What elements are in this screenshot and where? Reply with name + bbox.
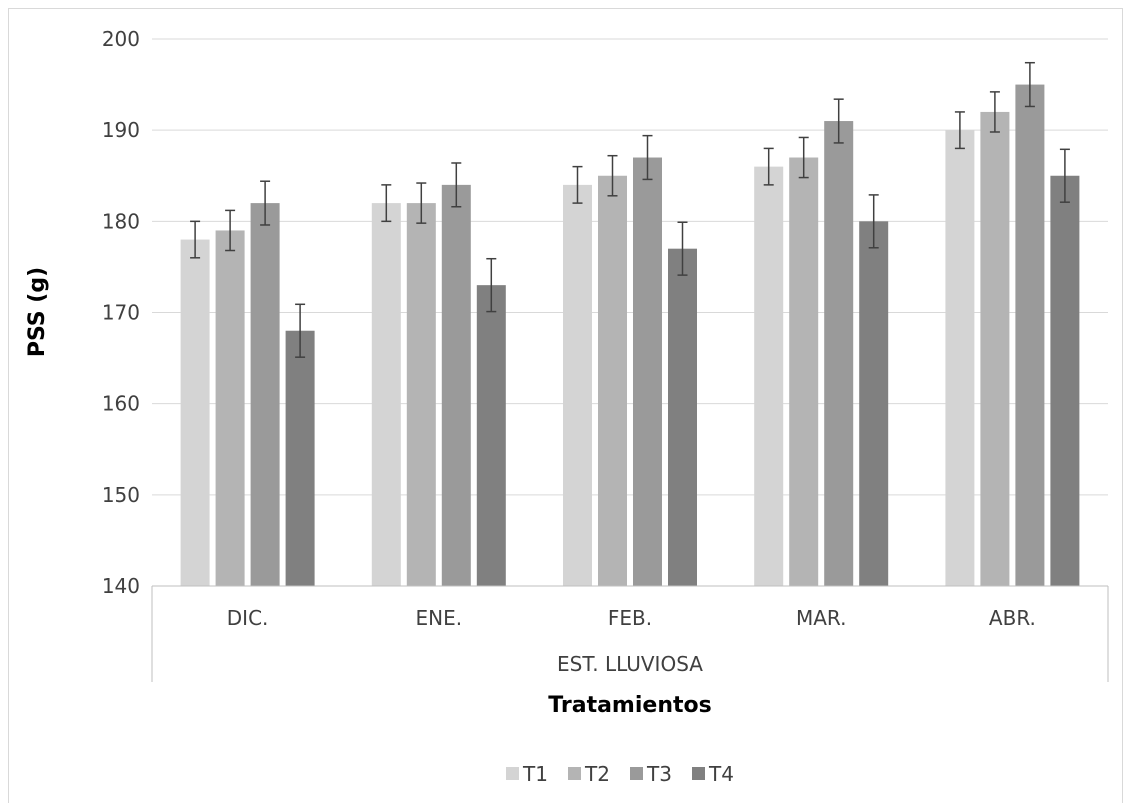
bar bbox=[563, 184, 592, 586]
bar bbox=[476, 285, 506, 586]
bar bbox=[789, 157, 819, 586]
bar bbox=[1015, 84, 1045, 586]
bar bbox=[824, 121, 854, 587]
bar bbox=[859, 221, 889, 587]
x-tick-label: ENE. bbox=[416, 606, 463, 630]
bar bbox=[441, 184, 471, 586]
bar bbox=[215, 230, 245, 586]
x-tick-label: DIC. bbox=[227, 606, 269, 630]
y-tick-label: 150 bbox=[102, 483, 140, 507]
bar bbox=[633, 157, 662, 586]
bar bbox=[945, 130, 975, 586]
x-tick-label: FEB. bbox=[608, 606, 652, 630]
axes: 140 150 160 170 180 190 200 DIC. ENE. FEB. MAR. ABR… bbox=[102, 27, 1109, 682]
x-tick-label: ABR. bbox=[989, 606, 1036, 630]
legend-label: T2 bbox=[584, 762, 610, 786]
y-tick-label: 160 bbox=[102, 392, 140, 416]
legend-swatch bbox=[568, 767, 581, 780]
bar bbox=[250, 203, 280, 586]
bar bbox=[180, 239, 210, 587]
bar bbox=[980, 111, 1010, 586]
bar bbox=[406, 203, 436, 586]
legend-label: T3 bbox=[646, 762, 672, 786]
y-tick-label: 180 bbox=[102, 209, 140, 233]
bar bbox=[668, 248, 697, 586]
bar bbox=[754, 166, 784, 586]
x-tick-label: MAR. bbox=[796, 606, 846, 630]
y-tick-label: 200 bbox=[102, 27, 140, 51]
bar bbox=[371, 203, 401, 586]
y-tick-label: 140 bbox=[102, 574, 140, 598]
legend-label: T4 bbox=[708, 762, 734, 786]
bars bbox=[180, 84, 1080, 587]
bar bbox=[1050, 175, 1080, 586]
bar bbox=[285, 330, 315, 586]
y-tick-label: 170 bbox=[102, 301, 140, 325]
legend-label: T1 bbox=[522, 762, 548, 786]
legend-swatch bbox=[506, 767, 519, 780]
legend: T1 T2 T3 T4 bbox=[506, 762, 734, 786]
legend-swatch bbox=[630, 767, 643, 780]
chart-frame bbox=[8, 8, 1123, 803]
y-tick-label: 190 bbox=[102, 118, 140, 142]
bar bbox=[598, 175, 627, 586]
y-axis-title: PSS (g) bbox=[25, 267, 50, 357]
x-axis-title: Tratamientos bbox=[548, 693, 711, 718]
error-bars bbox=[190, 61, 1070, 358]
x-group-label: EST. LLUVIOSA bbox=[557, 652, 703, 676]
legend-swatch bbox=[692, 767, 705, 780]
